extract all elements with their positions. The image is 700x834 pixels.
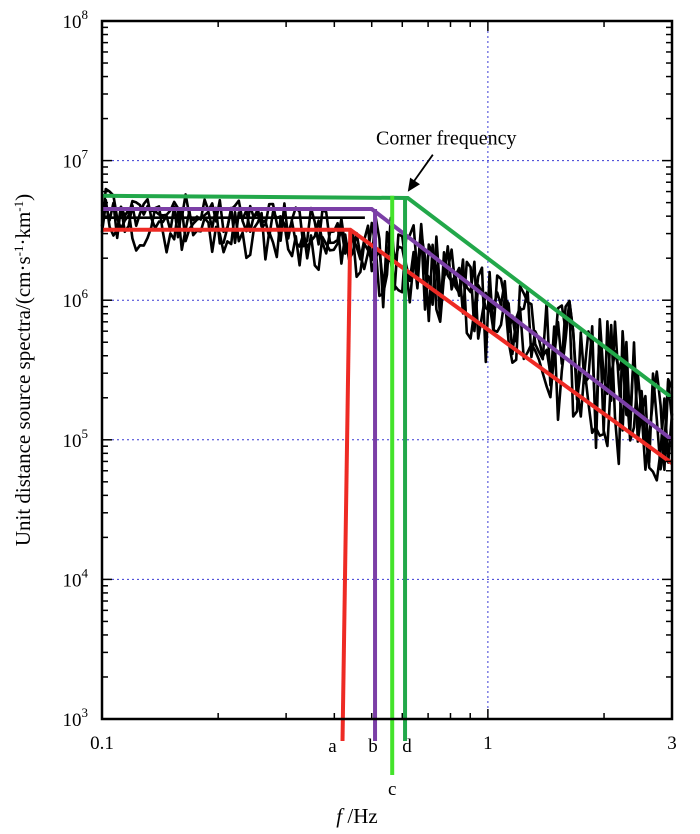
y-tick-label: 107 [63,147,89,173]
x-axis-label: f /Hz [336,804,377,828]
y-tick-label: 106 [63,286,89,312]
corner-frequency-markers: a b c d [328,195,412,800]
y-tick-label: 105 [63,426,89,452]
x-tick-label: 3 [667,733,677,754]
x-tick-label: 1 [483,733,493,754]
model-spectrum-line [102,207,674,442]
annotation-arrow-head [407,177,420,192]
plot-frame [100,19,674,721]
corner-frequency-text: Corner frequency [376,128,517,150]
corner-marker-label-d: d [402,736,412,757]
corner-marker-label-a: a [328,736,337,757]
y-tick-label: 108 [63,7,89,33]
y-tick-label: 103 [63,705,89,731]
corner-marker-label-c: c [388,779,396,800]
corner-marker-label-b: b [368,736,378,757]
model-spectrum-line [101,193,674,400]
y-tick-label: 104 [63,565,89,591]
grid-lines [102,21,672,719]
x-tick-label: 0.1 [90,733,114,754]
corner-marker-line-a [340,229,353,742]
y-axis-label: Unit distance source spectra/(cm·s-1·km-… [11,194,36,546]
axis-ticks: 0.1 1 3 103 104 105 106 107 108 [63,7,677,754]
corner-frequency-annotation: Corner frequency [376,128,517,192]
